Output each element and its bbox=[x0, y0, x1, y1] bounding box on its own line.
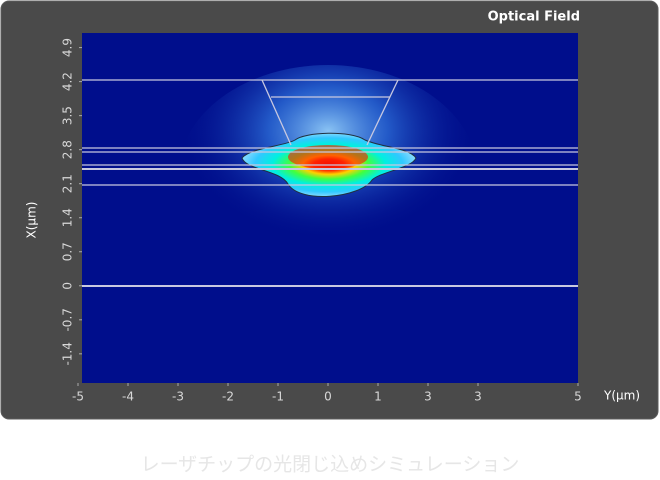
y-axis-label: X(μm) bbox=[25, 202, 39, 239]
y-tick-label: 4.9 bbox=[61, 38, 75, 57]
x-axis-label: Y(μm) bbox=[603, 389, 640, 403]
x-tick-label: 3 bbox=[474, 390, 482, 404]
y-tick-label: 1.4 bbox=[61, 208, 75, 227]
x-tick-label: -3 bbox=[172, 390, 184, 404]
y-tick-label: 2.1 bbox=[61, 174, 75, 193]
x-tick-label: 5 bbox=[574, 390, 582, 404]
y-tick-label: 2.8 bbox=[61, 140, 75, 159]
caption: レーザチップの光閉じ込めシミュレーション bbox=[141, 454, 520, 476]
y-tick-label: -1.4 bbox=[61, 342, 75, 365]
y-tick-label: 4.2 bbox=[61, 72, 75, 91]
x-tick-label: -2 bbox=[222, 390, 234, 404]
structure bbox=[82, 79, 578, 287]
y-tick-label: 0.7 bbox=[61, 242, 75, 261]
x-tick-label: 3 bbox=[424, 390, 432, 404]
field-peak bbox=[288, 145, 368, 169]
x-tick-label: -4 bbox=[122, 390, 134, 404]
x-tick-label: 1 bbox=[374, 390, 382, 404]
heatmap bbox=[82, 33, 578, 383]
x-tick-label: -1 bbox=[272, 390, 284, 404]
x-tick-label: 0 bbox=[324, 390, 332, 404]
y-tick-label: 0 bbox=[61, 282, 75, 290]
y-tick-label: -0.7 bbox=[61, 308, 75, 331]
chart-title: Optical Field bbox=[488, 10, 580, 25]
x-tick-label: -5 bbox=[72, 390, 84, 404]
y-tick-label: 3.5 bbox=[61, 106, 75, 125]
